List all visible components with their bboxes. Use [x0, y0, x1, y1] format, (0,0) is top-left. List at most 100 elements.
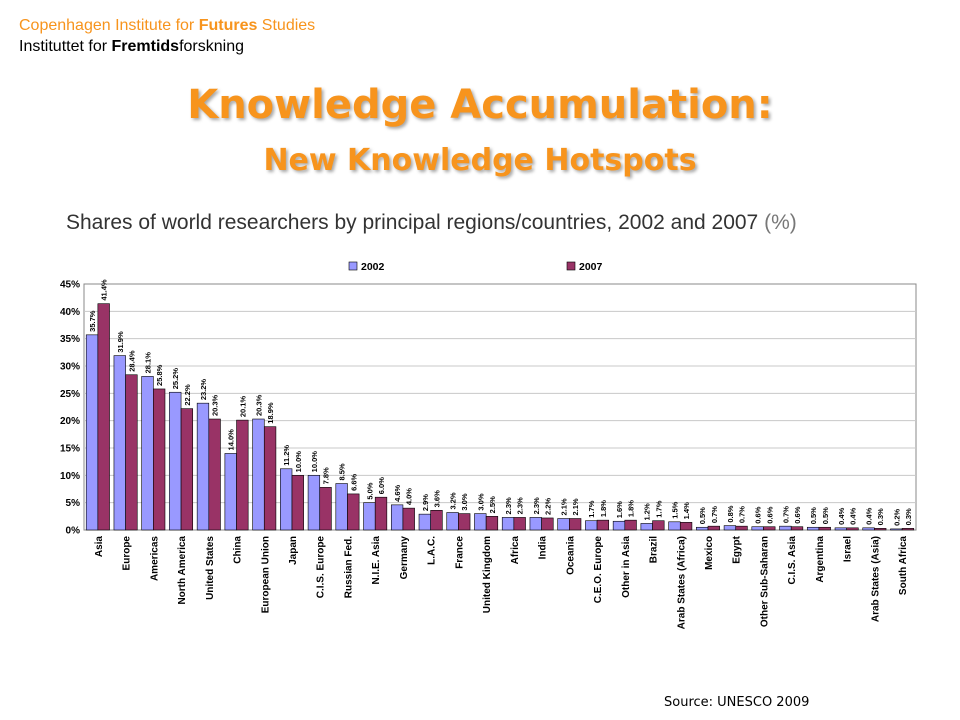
data-label: 2.3% — [504, 497, 513, 514]
data-label: 2.1% — [560, 498, 569, 515]
data-label: 0.5% — [821, 507, 830, 524]
bar-2002 — [834, 527, 847, 531]
data-label: 2.3% — [532, 497, 541, 514]
bar-2007 — [596, 519, 610, 531]
bar-2007 — [735, 525, 748, 531]
data-label: 0.4% — [865, 507, 874, 524]
y-tick-label: 25% — [60, 389, 80, 400]
bar-2007 — [513, 517, 526, 531]
bar-2007 — [763, 526, 776, 531]
x-tick-label: N.I.E. Asia — [371, 536, 382, 585]
bar-2002 — [668, 521, 681, 531]
y-tick-label: 35% — [60, 334, 80, 345]
bar-2002 — [696, 526, 709, 531]
bar-2002 — [390, 504, 404, 531]
x-tick-label: China — [233, 536, 244, 564]
bar-2002 — [529, 517, 542, 531]
slide-subtitle: New Knowledge Hotspots — [263, 143, 697, 178]
y-tick-label: 15% — [60, 444, 80, 455]
data-label: 10.0% — [310, 451, 319, 473]
data-label: 11.2% — [282, 445, 291, 466]
bar-2002 — [335, 483, 348, 531]
data-label: 2.3% — [516, 497, 525, 514]
data-label: 35.7% — [88, 310, 97, 332]
bar-2007 — [180, 408, 194, 531]
bar-2002 — [612, 520, 626, 531]
data-label: 14.0% — [227, 429, 236, 451]
bar-2002 — [751, 526, 764, 531]
data-label: 1.8% — [627, 500, 636, 517]
bar-2007 — [846, 527, 859, 531]
bar-2002 — [85, 334, 99, 531]
bar-2007 — [319, 487, 332, 531]
data-label: 5.0% — [365, 482, 374, 499]
x-tick-label: Egypt — [732, 535, 743, 563]
bar-2007 — [263, 426, 277, 531]
y-tick-label: 40% — [60, 307, 80, 318]
x-tick-label: Germany — [399, 536, 410, 580]
bar-2002 — [169, 391, 182, 531]
x-tick-label: Europe — [122, 536, 133, 571]
bar-2007 — [347, 493, 360, 531]
data-label: 0.8% — [726, 505, 735, 522]
bar-2002 — [474, 513, 487, 531]
data-label: 6.0% — [377, 477, 386, 494]
data-label: 10.0% — [294, 451, 303, 473]
y-tick-label: 10% — [60, 471, 80, 482]
data-label: 1.2% — [643, 503, 652, 520]
x-tick-label: North America — [177, 536, 188, 605]
bar-2002 — [585, 520, 598, 531]
x-tick-label: Other Sub-Saharan — [759, 536, 770, 627]
legend-swatch-2007 — [566, 261, 576, 271]
bar-2007 — [679, 522, 693, 531]
x-tick-label: United Kingdom — [482, 536, 493, 613]
data-label: 0.4% — [837, 507, 846, 524]
bar-2007 — [236, 419, 249, 531]
data-label: 2.5% — [488, 496, 497, 513]
data-label: 3.0% — [476, 493, 485, 510]
data-label: 2.9% — [421, 494, 430, 511]
bar-2002 — [113, 355, 126, 531]
data-label: 1.8% — [599, 500, 608, 517]
bar-2007 — [818, 526, 831, 531]
bar-2002 — [862, 527, 875, 531]
data-label: 0.4% — [848, 507, 857, 524]
data-label: 31.9% — [116, 331, 125, 353]
x-tick-label: Mexico — [704, 536, 715, 570]
org-name-danish: Instituttet for Fremtidsforskning — [19, 38, 244, 55]
data-label: 1.5% — [670, 501, 679, 518]
x-tick-label: India — [538, 536, 549, 560]
data-label: 3.0% — [460, 493, 469, 510]
data-label: 3.2% — [449, 492, 458, 509]
bar-2007 — [790, 526, 804, 531]
x-tick-label: South Africa — [898, 536, 909, 596]
data-label: 20.1% — [238, 396, 247, 418]
x-tick-label: Africa — [510, 536, 521, 565]
data-label: 28.4% — [127, 350, 136, 372]
data-label: 22.2% — [183, 384, 192, 406]
data-label: 28.1% — [144, 352, 153, 374]
data-label: 7.8% — [322, 467, 331, 484]
x-tick-label: Other in Asia — [621, 536, 632, 598]
data-label: 3.6% — [432, 490, 441, 507]
data-label: 2.2% — [543, 498, 552, 515]
bar-2007 — [707, 525, 720, 531]
slide-title: Knowledge Accumulation: — [187, 82, 773, 128]
bar-2002 — [557, 518, 570, 531]
x-tick-label: Oceania — [565, 536, 576, 575]
data-label: 25.2% — [171, 368, 180, 390]
bar-2007 — [402, 507, 415, 531]
x-tick-label: C.I.S. Asia — [787, 536, 798, 585]
bar-2007 — [485, 516, 499, 531]
x-tick-label: Arab States (Asia) — [870, 536, 881, 622]
x-tick-label: Argentina — [815, 536, 826, 583]
bar-2007 — [541, 517, 554, 531]
x-tick-label: United States — [205, 536, 216, 600]
data-label: 20.3% — [211, 394, 220, 416]
y-tick-label: 30% — [60, 362, 80, 373]
x-tick-label: Americas — [149, 536, 160, 581]
y-tick-label: 45% — [60, 280, 80, 291]
data-label: 8.5% — [338, 463, 347, 480]
x-tick-label: Arab States (Africa) — [676, 536, 687, 629]
x-tick-label: European Union — [260, 536, 271, 613]
